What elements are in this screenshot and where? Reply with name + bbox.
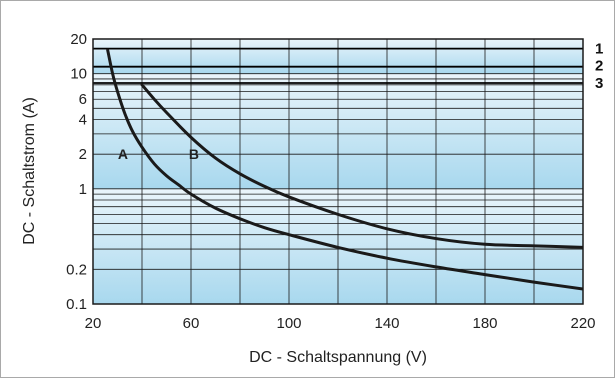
reference-line-label-2: 2 xyxy=(595,58,603,75)
reference-line-label-1: 1 xyxy=(595,41,603,58)
x-tick-label-60: 60 xyxy=(183,315,200,332)
y-tick-label-2: 2 xyxy=(79,146,87,163)
y-tick-label-20: 20 xyxy=(70,31,87,48)
y-tick-labels: 0.1 0.2 1 2 4 6 10 20 xyxy=(66,31,87,313)
x-tick-label-220: 220 xyxy=(570,315,595,332)
y-axis-label: DC - Schaltstrom (A) xyxy=(21,97,38,245)
reference-line-label-3: 3 xyxy=(595,75,603,92)
curve-A xyxy=(106,48,583,291)
x-tick-label-180: 180 xyxy=(472,315,497,332)
y-tick-label-10: 10 xyxy=(70,66,87,83)
series-label-B: B xyxy=(189,146,199,162)
x-tick-label-140: 140 xyxy=(374,315,399,332)
x-tick-label-100: 100 xyxy=(276,315,301,332)
y-tick-label-1: 1 xyxy=(79,181,87,198)
y-tick-label-0-2: 0.2 xyxy=(66,261,87,278)
reference-line-labels: 123 xyxy=(595,41,603,92)
x-tick-labels: 20 60 100 140 180 220 xyxy=(85,315,596,332)
series-label-A: A xyxy=(118,146,128,162)
y-tick-label-6: 6 xyxy=(79,91,87,108)
curve-B xyxy=(140,83,583,249)
plot-frame xyxy=(92,38,584,305)
y-tick-label-4: 4 xyxy=(79,111,87,128)
x-axis-label: DC - Schaltspannung (V) xyxy=(249,349,427,366)
reference-lines xyxy=(93,47,583,84)
curves xyxy=(106,48,583,291)
x-tick-label-20: 20 xyxy=(85,315,102,332)
y-tick-label-0-1: 0.1 xyxy=(66,296,87,313)
